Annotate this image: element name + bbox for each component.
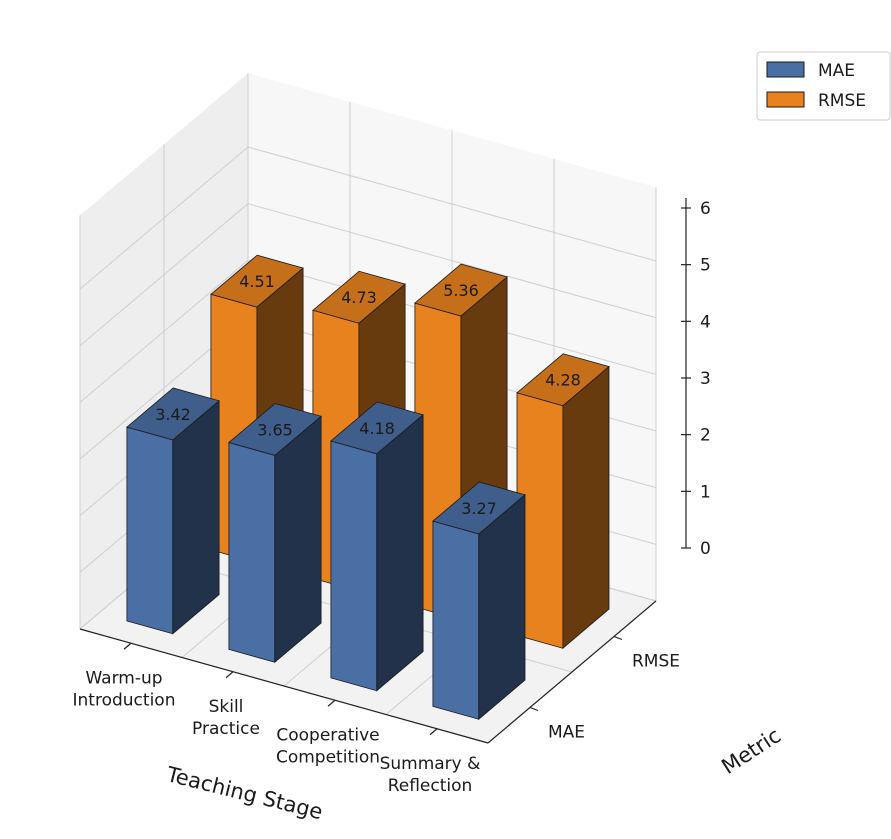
bar-top-face (210, 254, 304, 308)
y-axis-line (487, 600, 657, 744)
y-tick-mark (613, 635, 623, 641)
z-tick-label: 2 (700, 426, 711, 446)
x-tick-label-line: Warm-up (85, 668, 162, 688)
data-label-mae-3: 3.27 (461, 499, 497, 518)
x-tick-label: Summary & Reflection (380, 754, 481, 796)
legend-label-rmse: RMSE (818, 91, 866, 111)
legend-swatch-mae (766, 61, 805, 78)
x-tick-mark (327, 699, 336, 707)
bar-top-face (228, 403, 322, 456)
bar-side-face (274, 415, 322, 664)
data-label-rmse-1: 4.73 (341, 288, 377, 307)
bar-side-face (376, 413, 424, 692)
bar-mae-3 (432, 481, 526, 721)
legend: MAE RMSE (756, 51, 891, 121)
bar-top-face (312, 270, 406, 324)
y-tick-label: MAE (548, 723, 585, 743)
bar-side-face (172, 399, 220, 635)
legend-swatch-rmse (766, 91, 805, 108)
z-tick-label: 6 (700, 199, 711, 219)
tick-labels: 0 1 2 3 4 5 6 Warm-up Introduction Skill Practice C… (73, 199, 711, 796)
x-axis-title: Teaching Stage (163, 762, 325, 824)
bar-top-face (414, 263, 508, 317)
z-tick-label: 5 (700, 256, 711, 276)
bars (126, 254, 610, 721)
y-tick-label: RMSE (632, 652, 680, 672)
x-tick-label: Cooperative Competition (276, 725, 380, 767)
z-tick-label: 1 (700, 482, 711, 502)
data-label-rmse-3: 4.28 (545, 371, 581, 390)
y-tick-mark (529, 706, 539, 712)
bar-front-face (432, 520, 480, 720)
z-tick-label: 0 (700, 539, 711, 559)
z-tick-label: 4 (700, 312, 711, 332)
x-tick-label-line: Cooperative (276, 725, 379, 745)
y-axis-title: Metric (717, 723, 785, 779)
bar-top-face (432, 481, 526, 535)
data-label-mae-0: 3.42 (155, 405, 191, 424)
bar-top-face (516, 353, 610, 407)
x-tick-label: Skill Practice (192, 697, 260, 739)
bar-front-face (126, 426, 174, 635)
x-tick-mark (225, 671, 234, 679)
bar-mae-0 (126, 387, 220, 635)
x-tick-mark (429, 728, 438, 736)
bar-front-face (228, 441, 276, 663)
data-label-mae-2: 4.18 (359, 419, 395, 438)
x-axis-line (79, 628, 489, 744)
bar-mae-1 (228, 403, 322, 664)
bar-top-face (330, 401, 424, 455)
bar-rmse-3 (516, 353, 610, 650)
bar-side-face (562, 365, 610, 650)
x-tick-label-line: Competition (276, 747, 380, 767)
bar-top-face (126, 387, 220, 441)
bar-front-face (330, 440, 378, 692)
legend-label-mae: MAE (818, 61, 855, 81)
data-label-rmse-2: 5.36 (443, 281, 479, 300)
x-tick-label-line: Introduction (73, 690, 176, 710)
data-label-mae-1: 3.65 (257, 420, 293, 439)
x-tick-mark (123, 642, 132, 650)
axes (79, 198, 691, 744)
data-label-rmse-0: 4.51 (239, 272, 275, 291)
x-tick-label-line: Practice (192, 719, 260, 739)
data-labels: 4.51 4.73 5.36 4.28 3.42 3.65 4.18 3.27 (155, 272, 581, 518)
x-tick-label-line: Summary & (380, 754, 481, 774)
z-tick-label: 3 (700, 369, 711, 389)
bar-mae-2 (330, 401, 424, 692)
x-tick-label: Warm-up Introduction (73, 668, 176, 710)
x-tick-label-line: Reflection (388, 776, 473, 796)
x-tick-label-line: Skill (209, 697, 244, 717)
